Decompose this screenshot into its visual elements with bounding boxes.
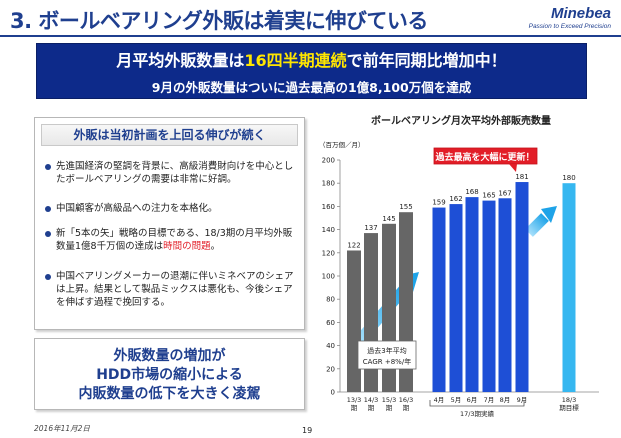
y-tick-label: 180 — [322, 180, 335, 188]
bullet-text-post: 。 — [210, 241, 221, 252]
bar-value-label: 159 — [432, 199, 445, 207]
bar-value-label: 167 — [498, 189, 511, 197]
key-points-box: 外販は当初計画を上回る伸びが続く 先進国経済の堅調を背景に、高級消費財向けを中心… — [34, 117, 305, 330]
summary-box: 外販数量の増加が HDD市場の縮小による 内販数量の低下を大きく凌駕 — [34, 338, 305, 410]
cagr-callout-line-1: 過去3年平均 — [367, 346, 406, 355]
bullet-dot-icon — [45, 231, 51, 237]
bar — [465, 197, 479, 392]
record-callout: 過去最高を大幅に更新！ — [433, 147, 538, 172]
banner-main-post: で前年同期比増加中！ — [346, 51, 507, 70]
banner-highlight: 16四半期連続 — [244, 51, 347, 70]
y-tick-label: 60 — [326, 319, 335, 327]
y-tick-label: 160 — [322, 203, 335, 211]
summary-text: 外販数量の増加が HDD市場の縮小による 内販数量の低下を大きく凌駕 — [35, 347, 304, 404]
bar-value-label: 137 — [364, 224, 377, 232]
x-category-label: 7月 — [484, 396, 495, 404]
bullet-text: 中国顧客が高級品への注力を本格化。 — [56, 203, 218, 214]
x-category-label: 4月 — [434, 396, 445, 404]
x-category-label: 8月 — [500, 396, 511, 404]
cagr-callout: 過去3年平均 CAGR +8%/年 — [357, 340, 417, 370]
bar-value-label: 181 — [515, 173, 528, 181]
bullet-dot-icon — [45, 164, 51, 170]
group-label: 17/3期実績 — [460, 409, 495, 418]
bar-value-label: 155 — [399, 203, 412, 211]
bar — [562, 183, 576, 392]
ball-bearing-sales-chart: ボールベアリング月次平均外部販売数量 （百万個／月） 0 20 40 60 80 100 1… — [319, 114, 599, 418]
x-category-label: 9月 — [517, 396, 528, 404]
bar — [432, 207, 446, 392]
summary-line-1: 外販数量の増加が — [113, 348, 226, 364]
record-callout-text: 過去最高を大幅に更新！ — [434, 151, 534, 163]
title-underline — [0, 35, 621, 37]
bar — [482, 200, 496, 392]
chart-title: ボールベアリング月次平均外部販売数量 — [371, 114, 551, 127]
y-tick-label: 40 — [326, 342, 335, 350]
y-tick-label: 140 — [322, 226, 335, 234]
group-bracket: 17/3期実績 — [429, 400, 525, 418]
bar-value-label: 162 — [449, 195, 462, 203]
bar — [515, 182, 529, 392]
bars — [347, 182, 576, 392]
bullet-dot-icon — [45, 206, 51, 212]
x-category-label: 14/3 期 — [364, 396, 379, 412]
bullet-text: 先進国経済の堅調を背景に、高級消費財向けを中心としたボールベアリングの需要は非常… — [56, 161, 294, 185]
slide-title: 3. ボールベアリング外販は着実に伸びている — [10, 9, 428, 33]
x-category-label: 6月 — [467, 396, 478, 404]
y-tick-label: 200 — [322, 157, 335, 165]
bullet-item: 先進国経済の堅調を背景に、高級消費財向けを中心としたボールベアリングの需要は非常… — [43, 160, 301, 186]
headline-banner: 月平均外販数量は16四半期連続で前年同期比増加中！ 9月の外販数量はついに過去最… — [36, 43, 587, 99]
summary-line-2: HDD市場の縮小による — [96, 367, 243, 383]
x-category-label: 18/3 期目標 — [559, 396, 579, 412]
bar-value-label: 180 — [562, 174, 575, 182]
y-tick-label: 100 — [322, 273, 335, 281]
banner-main-text: 月平均外販数量は16四半期連続で前年同期比増加中！ — [37, 47, 586, 71]
bar — [498, 198, 512, 392]
x-category-label: 16/3 期 — [399, 396, 414, 412]
key-points-header: 外販は当初計画を上回る伸びが続く — [41, 124, 298, 146]
summary-line-3: 内販数量の低下を大きく凌駕 — [78, 386, 261, 402]
bullet-text-emphasis: 時間の問題 — [163, 241, 211, 252]
y-tick-label: 0 — [331, 389, 335, 397]
banner-main-pre: 月平均外販数量は — [116, 51, 245, 70]
category-labels: 13/3 期14/3 期15/3 期16/3 期 4月 5月 6月 7月 8月 9月 18/3 期目標 — [347, 396, 580, 412]
x-category-label: 15/3 期 — [382, 396, 397, 412]
y-tick-label: 120 — [322, 249, 335, 257]
bar — [449, 204, 463, 392]
bar-value-label: 165 — [482, 192, 495, 200]
chart-unit-label: （百万個／月） — [319, 140, 365, 149]
minebea-logo: Minebea Passion to Exceed Precision — [515, 5, 611, 35]
bar-value-label: 122 — [347, 241, 360, 249]
bullet-text-pre: 新「5本の矢」戦略の目標である、18/3期の月平均外販数量1億8千万個の達成は — [56, 228, 293, 252]
y-tick-label: 20 — [326, 365, 335, 373]
bullet-item: 中国ベアリングメーカーの退潮に伴いミネベアのシェアは上昇。結果として製品ミックス… — [43, 270, 301, 309]
bar-value-label: 145 — [382, 215, 395, 223]
bullet-text: 新「5本の矢」戦略の目標である、18/3期の月平均外販数量1億8千万個の達成は時… — [56, 227, 301, 253]
bullet-item: 新「5本の矢」戦略の目標である、18/3期の月平均外販数量1億8千万個の達成は時… — [43, 227, 301, 253]
bullet-dot-icon — [45, 274, 51, 280]
target-arrow-icon — [525, 206, 557, 237]
bar — [347, 250, 361, 392]
page-number: 19 — [302, 426, 313, 435]
cagr-callout-line-2: CAGR +8%/年 — [363, 357, 411, 366]
y-tick-label: 80 — [326, 296, 335, 304]
logo-slogan: Passion to Exceed Precision — [528, 23, 611, 30]
banner-sub-text: 9月の外販数量はついに過去最高の1億8,100万個を達成 — [151, 80, 472, 95]
bullet-item: 中国顧客が高級品への注力を本格化。 — [43, 202, 301, 215]
presentation-date: 2016年11月2日 — [34, 424, 90, 433]
x-category-label: 5月 — [451, 396, 462, 404]
bar-value-label: 168 — [465, 188, 478, 196]
logo-name: Minebea — [550, 5, 611, 22]
x-category-label: 13/3 期 — [347, 396, 362, 412]
bullet-text: 中国ベアリングメーカーの退潮に伴いミネベアのシェアは上昇。結果として製品ミックス… — [56, 271, 294, 308]
